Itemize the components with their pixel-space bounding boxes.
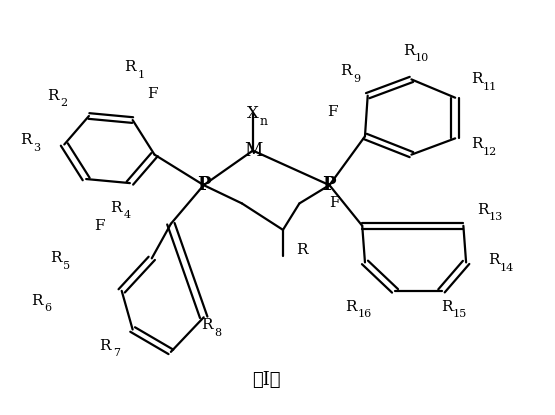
Text: R: R <box>110 200 122 215</box>
Text: 13: 13 <box>488 212 503 222</box>
Text: n: n <box>260 115 268 128</box>
Text: 8: 8 <box>214 328 221 338</box>
Text: 2: 2 <box>60 98 68 108</box>
Text: R: R <box>99 339 111 353</box>
Text: F: F <box>148 87 158 100</box>
Text: R: R <box>21 133 32 147</box>
Text: 11: 11 <box>483 82 497 92</box>
Text: P: P <box>322 176 336 194</box>
Text: R: R <box>31 294 43 308</box>
Text: M: M <box>244 142 262 159</box>
Text: 1: 1 <box>137 70 144 80</box>
Text: R: R <box>124 60 135 74</box>
Text: R: R <box>51 251 62 265</box>
Text: R: R <box>477 203 488 217</box>
Text: R: R <box>340 64 351 78</box>
Text: R: R <box>403 44 415 58</box>
Text: （I）: （I） <box>253 371 281 389</box>
Text: F: F <box>94 219 105 233</box>
Text: R: R <box>471 72 483 86</box>
Text: F: F <box>330 196 340 210</box>
Text: 7: 7 <box>113 348 120 358</box>
Text: R: R <box>48 89 59 103</box>
Text: R: R <box>346 300 357 314</box>
Text: R: R <box>296 243 308 257</box>
Text: R: R <box>441 300 453 314</box>
Text: R: R <box>488 254 499 267</box>
Text: 6: 6 <box>44 303 52 313</box>
Text: 16: 16 <box>357 310 371 320</box>
Text: 14: 14 <box>500 263 514 273</box>
Text: 4: 4 <box>124 210 131 220</box>
Text: R: R <box>201 318 212 332</box>
Text: 15: 15 <box>453 310 467 320</box>
Text: P: P <box>197 176 210 194</box>
Text: 3: 3 <box>33 143 41 153</box>
Text: 10: 10 <box>415 53 429 63</box>
Text: R: R <box>471 137 483 151</box>
Text: F: F <box>327 105 337 119</box>
Text: 12: 12 <box>483 147 497 157</box>
Text: 5: 5 <box>63 261 70 271</box>
Text: 9: 9 <box>353 73 360 83</box>
Text: X: X <box>247 105 259 122</box>
